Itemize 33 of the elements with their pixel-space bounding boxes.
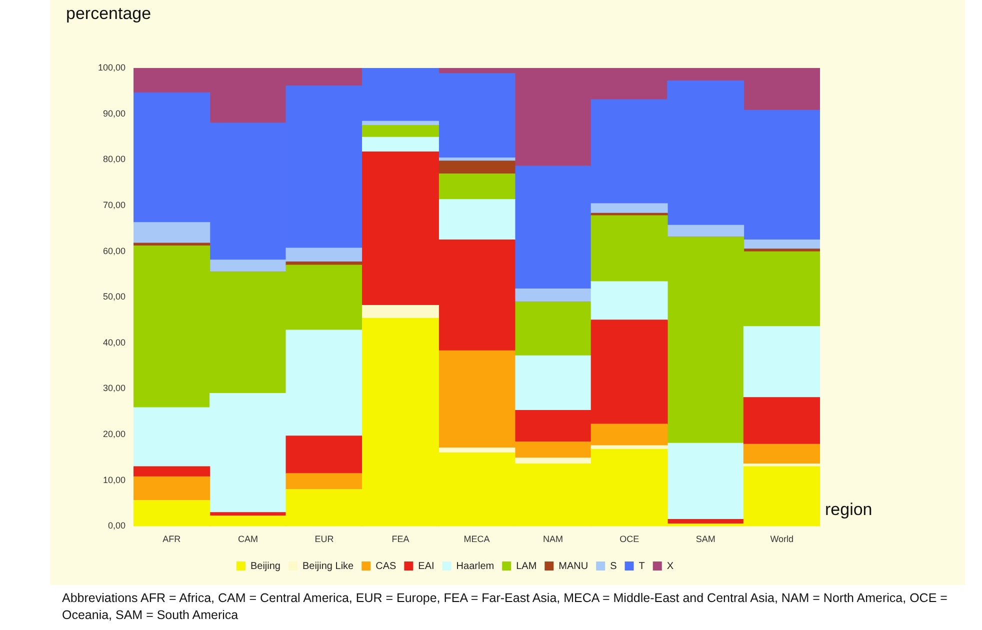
legend-label: X	[666, 560, 674, 572]
y-tick-label: 60,00	[102, 246, 126, 256]
text: Abbreviations AFR = Africa, CAM = Central America, EUR = Europe, FEA = Far-East Asia, MECA = Middle-East and Central Asia, NAM = North America, OCE = Oceania, SAM = South America	[62, 590, 948, 624]
x-tick-label: World	[770, 534, 794, 544]
legend-label: S	[610, 560, 618, 572]
x-tick-label: OCE	[620, 534, 640, 544]
y-tick-label: 30,00	[102, 383, 126, 394]
x-tick-label: AFR	[162, 534, 182, 544]
x-axis-title: region	[825, 500, 872, 520]
y-tick-label: 40,00	[102, 337, 126, 348]
x-tick-label: NAM	[543, 534, 564, 544]
y-tick-label: 0,00	[108, 520, 126, 531]
y-tick-label: 80,00	[102, 154, 126, 164]
x-tick-label: MECA	[464, 534, 490, 544]
legend-label: Beijing Like	[302, 560, 354, 572]
y-tick-label: 70,00	[102, 200, 126, 210]
y-tick-label: 100,00	[98, 62, 126, 72]
legend-label: CAS	[376, 560, 397, 572]
legend-label: MANU	[558, 560, 588, 572]
y-tick-label: 20,00	[102, 429, 126, 440]
x-tick-label: CAM	[238, 534, 258, 544]
legend-label: T	[638, 560, 645, 572]
legend-label: Haarlem	[456, 560, 494, 572]
legend-label: LAM	[516, 560, 537, 572]
x-tick-label: FEA	[392, 534, 410, 544]
y-axis-title: percentage	[66, 4, 152, 24]
y-tick-label: 10,00	[102, 474, 126, 485]
y-tick-label: 50,00	[102, 292, 126, 302]
x-tick-label: EUR	[314, 534, 334, 544]
y-tick-label: 90,00	[102, 108, 126, 118]
x-tick-label: SAM	[696, 534, 716, 544]
legend-label: EAI	[418, 560, 434, 572]
legend-label: Beijing	[250, 560, 280, 572]
